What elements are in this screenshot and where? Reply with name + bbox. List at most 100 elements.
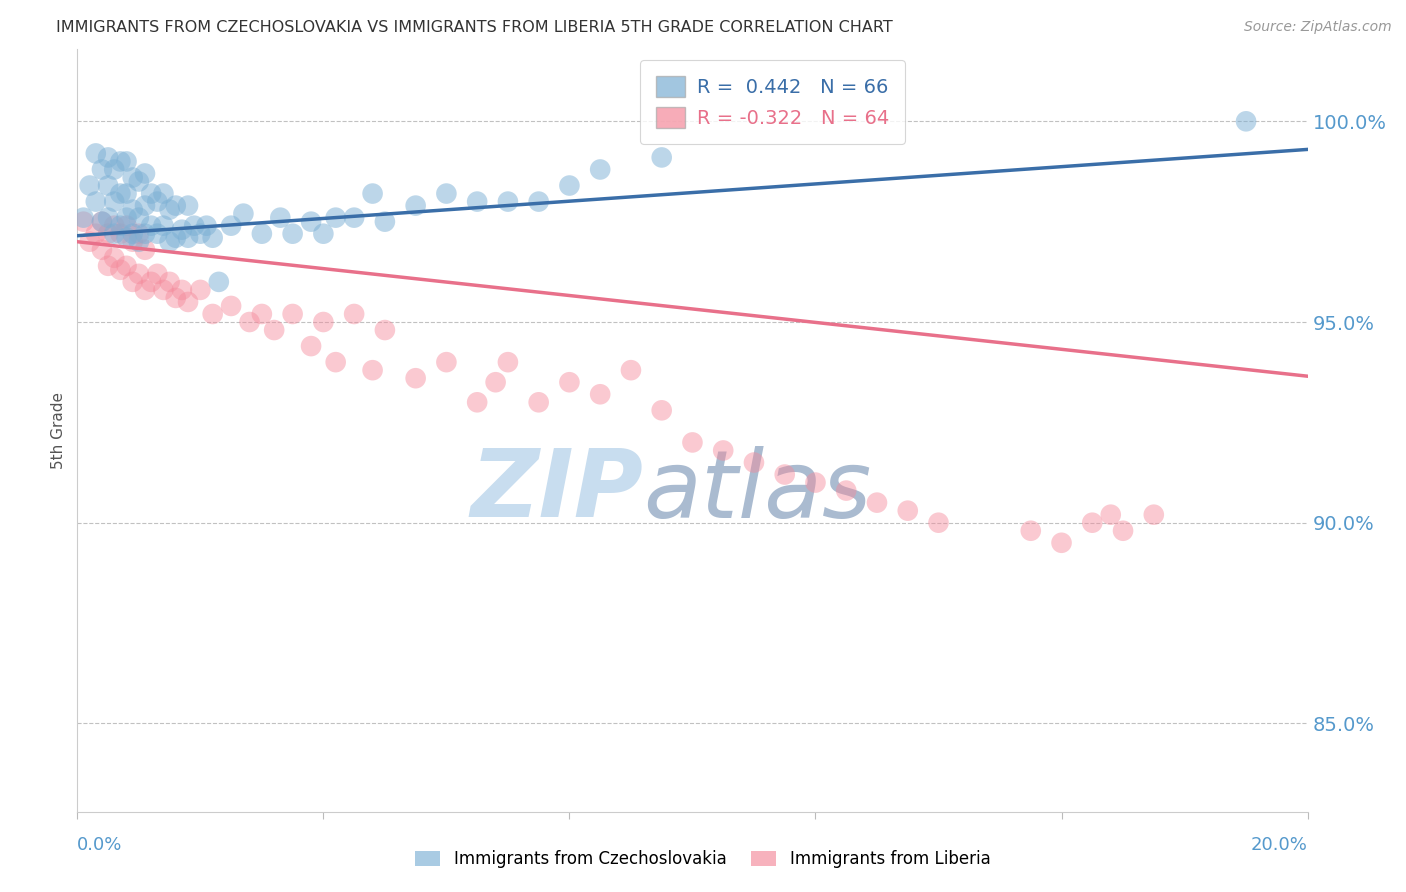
Point [79,178,101,193]
Point [177,198,200,212]
Point [773,467,796,482]
Point [90,214,114,228]
Text: 0.0%: 0.0% [77,836,122,854]
Y-axis label: 5th Grade: 5th Grade [51,392,66,469]
Point [436,186,458,201]
Point [84,146,107,161]
Point [103,194,125,209]
Point [374,214,396,228]
Point [835,483,858,498]
Point [121,202,143,217]
Point [436,355,458,369]
Point [115,211,138,225]
Point [208,275,231,289]
Point [405,198,427,212]
Point [165,198,187,212]
Point [485,375,508,389]
Point [103,227,125,241]
Point [343,307,366,321]
Point [651,403,673,417]
Point [152,283,174,297]
Point [281,227,304,241]
Point [115,186,138,201]
Point [97,178,120,193]
Point [183,219,205,233]
Point [79,235,101,249]
Point [343,211,366,225]
Point [804,475,827,490]
Point [711,443,734,458]
Text: IMMIGRANTS FROM CZECHOSLOVAKIA VS IMMIGRANTS FROM LIBERIA 5TH GRADE CORRELATION : IMMIGRANTS FROM CZECHOSLOVAKIA VS IMMIGR… [56,20,893,35]
Point [103,162,125,177]
Point [128,174,150,188]
Point [269,211,291,225]
Point [250,307,273,321]
Text: Source: ZipAtlas.com: Source: ZipAtlas.com [1244,20,1392,34]
Point [527,395,550,409]
Point [128,235,150,249]
Point [496,194,519,209]
Point [361,363,384,377]
Point [97,151,120,165]
Point [1112,524,1135,538]
Point [90,214,114,228]
Point [146,194,169,209]
Point [97,227,120,241]
Point [866,495,889,509]
Point [558,178,581,193]
Point [141,275,163,289]
Point [742,455,765,469]
Point [177,230,200,244]
Point [897,503,920,517]
Point [325,211,347,225]
Point [152,186,174,201]
Point [239,315,262,329]
Point [188,283,212,297]
Point [170,223,193,237]
Point [589,387,612,401]
Point [90,162,114,177]
Point [281,307,304,321]
Point [682,435,704,450]
Point [263,323,285,337]
Point [72,211,94,225]
Point [110,219,132,233]
Point [121,275,143,289]
Point [1019,524,1042,538]
Point [90,243,114,257]
Point [1234,114,1257,128]
Point [299,339,322,353]
Point [558,375,581,389]
Point [496,355,519,369]
Point [134,167,156,181]
Point [134,198,156,212]
Point [115,154,138,169]
Point [159,275,181,289]
Point [134,243,156,257]
Point [128,227,150,241]
Point [405,371,427,385]
Point [1143,508,1166,522]
Text: 20.0%: 20.0% [1251,836,1308,854]
Point [465,395,488,409]
Point [141,219,163,233]
Point [128,211,150,225]
Text: atlas: atlas [644,446,872,537]
Point [219,299,242,313]
Point [177,294,200,310]
Point [170,283,193,297]
Point [201,230,224,244]
Point [84,227,107,241]
Point [110,262,132,277]
Point [312,315,335,329]
Point [134,283,156,297]
Point [72,214,94,228]
Point [1099,508,1122,522]
Point [589,162,612,177]
Point [115,219,138,233]
Point [219,219,242,233]
Point [84,194,107,209]
Point [201,307,224,321]
Point [152,219,174,233]
Point [465,194,488,209]
